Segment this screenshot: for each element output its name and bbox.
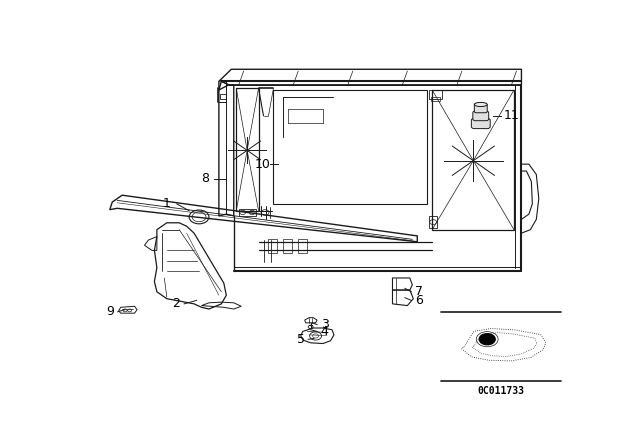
- Text: 0C011733: 0C011733: [477, 386, 525, 396]
- Text: 4: 4: [321, 325, 328, 338]
- Circle shape: [479, 334, 495, 345]
- Text: 8: 8: [202, 172, 209, 185]
- FancyBboxPatch shape: [471, 118, 490, 129]
- FancyBboxPatch shape: [474, 104, 487, 113]
- Text: 11: 11: [504, 109, 520, 122]
- Text: 1: 1: [163, 197, 171, 210]
- Text: 3: 3: [321, 318, 328, 331]
- Text: 7: 7: [415, 285, 423, 298]
- FancyBboxPatch shape: [473, 111, 489, 121]
- Text: 6: 6: [415, 294, 422, 307]
- Text: 10: 10: [255, 158, 271, 171]
- Text: 5: 5: [297, 333, 305, 346]
- Ellipse shape: [474, 103, 487, 107]
- Text: 2: 2: [172, 297, 180, 310]
- Text: 9: 9: [106, 305, 114, 318]
